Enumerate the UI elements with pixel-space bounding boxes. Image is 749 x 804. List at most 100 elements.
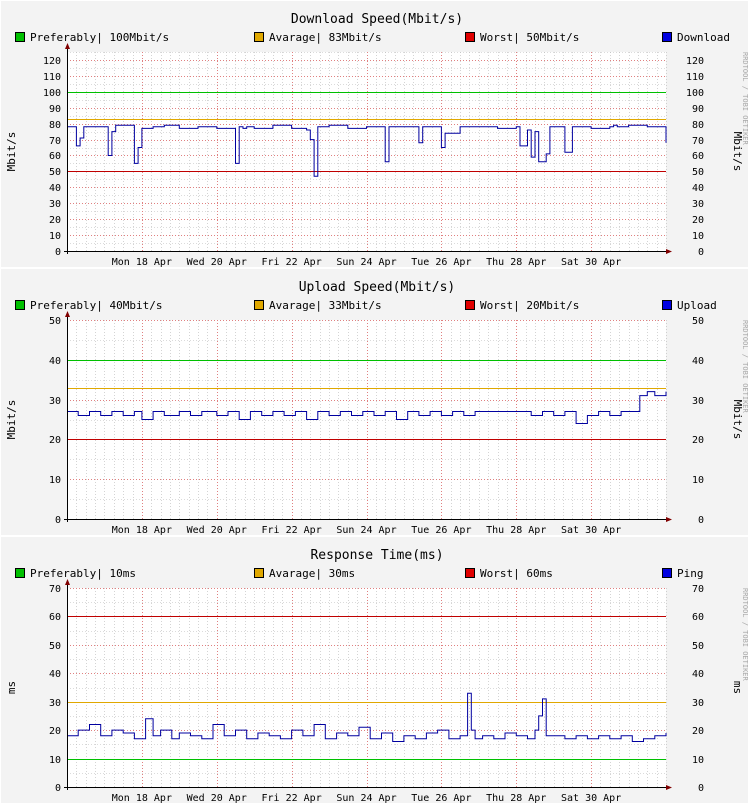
y-tick-label-right: 0: [698, 515, 704, 526]
x-tick-label: Mon 18 Apr: [112, 525, 172, 536]
legend-label: Preferably| 40Mbit/s: [30, 299, 162, 312]
legend-label: Ping: [677, 567, 704, 580]
y-tick-label-left: 40: [49, 669, 61, 680]
x-tick-label: Fri 22 Apr: [262, 793, 322, 804]
x-tick-label: Sat 30 Apr: [561, 793, 621, 804]
series-line-upload: [67, 391, 667, 424]
y-tick-label-right: 50: [692, 167, 704, 178]
y-tick-label-right: 100: [686, 88, 704, 99]
y-tick-label-right: 20: [692, 215, 704, 226]
y-tick-label-left: 80: [49, 120, 61, 131]
legend-swatch: [662, 300, 672, 310]
x-axis-arrow: [666, 517, 672, 522]
y-tick-label-left: 30: [49, 698, 61, 709]
series-line-download: [67, 124, 667, 177]
x-tick-label: Tue 26 Apr: [411, 257, 471, 268]
x-tick-label: Mon 18 Apr: [112, 257, 172, 268]
y-tick-label-left: 20: [49, 435, 61, 446]
chart-title: Download Speed(Mbit/s): [291, 12, 463, 27]
legend-label: Worst| 50Mbit/s: [480, 31, 579, 44]
y-tick-label-left: 40: [49, 183, 61, 194]
chart-title: Response Time(ms): [310, 548, 443, 563]
y-tick-label-right: 110: [686, 72, 704, 83]
x-tick-label: Wed 20 Apr: [187, 793, 247, 804]
y-axis-label-right: Mbit/s: [731, 132, 744, 172]
y-tick-label-left: 50: [49, 316, 61, 327]
legend-label: Download: [677, 31, 730, 44]
download-speed-chart: 0 0 10 10 20 20 30 30 40 40 50 50 60 60 70 70 80 80 90 90 10…: [0, 0, 749, 268]
y-axis-label-left: ms: [5, 681, 18, 694]
upload-speed-panel: 0 0 10 10 20 20 30 30 40 40 50 50 Mon 18 Apr Wed 20 A…: [0, 268, 749, 536]
y-tick-label-right: 30: [692, 199, 704, 210]
legend-label: Worst| 60ms: [480, 567, 553, 580]
x-tick-label: Thu 28 Apr: [486, 525, 546, 536]
y-tick-label-left: 50: [49, 641, 61, 652]
y-tick-label-left: 50: [49, 167, 61, 178]
y-tick-label-right: 20: [692, 435, 704, 446]
legend-swatch: [254, 32, 264, 42]
y-tick-label-right: 70: [692, 584, 704, 595]
x-tick-label: Mon 18 Apr: [112, 793, 172, 804]
y-axis-arrow: [65, 579, 70, 585]
x-tick-label: Sun 24 Apr: [336, 525, 396, 536]
x-tick-label: Thu 28 Apr: [486, 793, 546, 804]
plot-canvas: [67, 320, 666, 519]
y-tick-label-left: 60: [49, 151, 61, 162]
y-tick-label-left: 30: [49, 396, 61, 407]
y-tick-label-right: 50: [692, 641, 704, 652]
watermark: RRDTOOL / TOBI OETIKER: [741, 588, 749, 682]
legend-swatch: [15, 300, 25, 310]
legend-swatch: [254, 300, 264, 310]
y-tick-label-left: 100: [43, 88, 61, 99]
y-tick-label-left: 10: [49, 475, 61, 486]
legend-swatch: [465, 32, 475, 42]
y-tick-label-right: 40: [692, 669, 704, 680]
legend-label: Avarage| 30ms: [269, 567, 355, 580]
y-axis-label-left: Mbit/s: [5, 400, 18, 440]
legend-swatch: [15, 568, 25, 578]
x-tick-label: Sun 24 Apr: [336, 257, 396, 268]
y-tick-label-right: 50: [692, 316, 704, 327]
y-tick-label-left: 40: [49, 356, 61, 367]
y-tick-label-left: 20: [49, 215, 61, 226]
legend-swatch: [662, 568, 672, 578]
plot-canvas: [67, 52, 666, 251]
x-axis-arrow: [666, 785, 672, 790]
y-tick-label-left: 60: [49, 612, 61, 623]
legend-label: Preferably| 10ms: [30, 567, 136, 580]
legend-label: Avarage| 33Mbit/s: [269, 299, 382, 312]
download-speed-panel: 0 0 10 10 20 20 30 30 40 40 50 50 60 60 70 70 80 80 90 90 10…: [0, 0, 749, 268]
y-axis-label-left: Mbit/s: [5, 132, 18, 172]
y-tick-label-left: 0: [55, 247, 61, 258]
y-tick-label-right: 90: [692, 104, 704, 115]
x-tick-label: Fri 22 Apr: [262, 525, 322, 536]
y-tick-label-right: 80: [692, 120, 704, 131]
y-tick-label-left: 0: [55, 783, 61, 794]
y-tick-label-left: 10: [49, 231, 61, 242]
x-tick-label: Wed 20 Apr: [187, 525, 247, 536]
y-tick-label-right: 10: [692, 231, 704, 242]
y-tick-label-right: 120: [686, 56, 704, 67]
response-time-panel: 0 0 10 10 20 20 30 30 40 40 50 50 60 60 70 70 Mon 18 Apr…: [0, 536, 749, 804]
legend-swatch: [254, 568, 264, 578]
y-tick-label-left: 20: [49, 726, 61, 737]
legend-label: Upload: [677, 299, 717, 312]
x-tick-label: Sat 30 Apr: [561, 525, 621, 536]
y-axis-label-right: ms: [731, 681, 744, 694]
y-tick-label-right: 0: [698, 783, 704, 794]
y-tick-label-right: 60: [692, 612, 704, 623]
legend-label: Worst| 20Mbit/s: [480, 299, 579, 312]
x-tick-label: Wed 20 Apr: [187, 257, 247, 268]
legend-label: Preferably| 100Mbit/s: [30, 31, 169, 44]
y-tick-label-left: 0: [55, 515, 61, 526]
legend-swatch: [662, 32, 672, 42]
x-tick-label: Fri 22 Apr: [262, 257, 322, 268]
y-tick-label-left: 90: [49, 104, 61, 115]
x-tick-label: Sun 24 Apr: [336, 793, 396, 804]
chart-title: Upload Speed(Mbit/s): [299, 280, 456, 295]
upload-speed-chart: 0 0 10 10 20 20 30 30 40 40 50 50 Mon 18 Apr Wed 20 A…: [0, 268, 749, 536]
y-tick-label-right: 30: [692, 396, 704, 407]
y-tick-label-right: 30: [692, 698, 704, 709]
y-tick-label-right: 70: [692, 136, 704, 147]
y-tick-label-left: 70: [49, 136, 61, 147]
